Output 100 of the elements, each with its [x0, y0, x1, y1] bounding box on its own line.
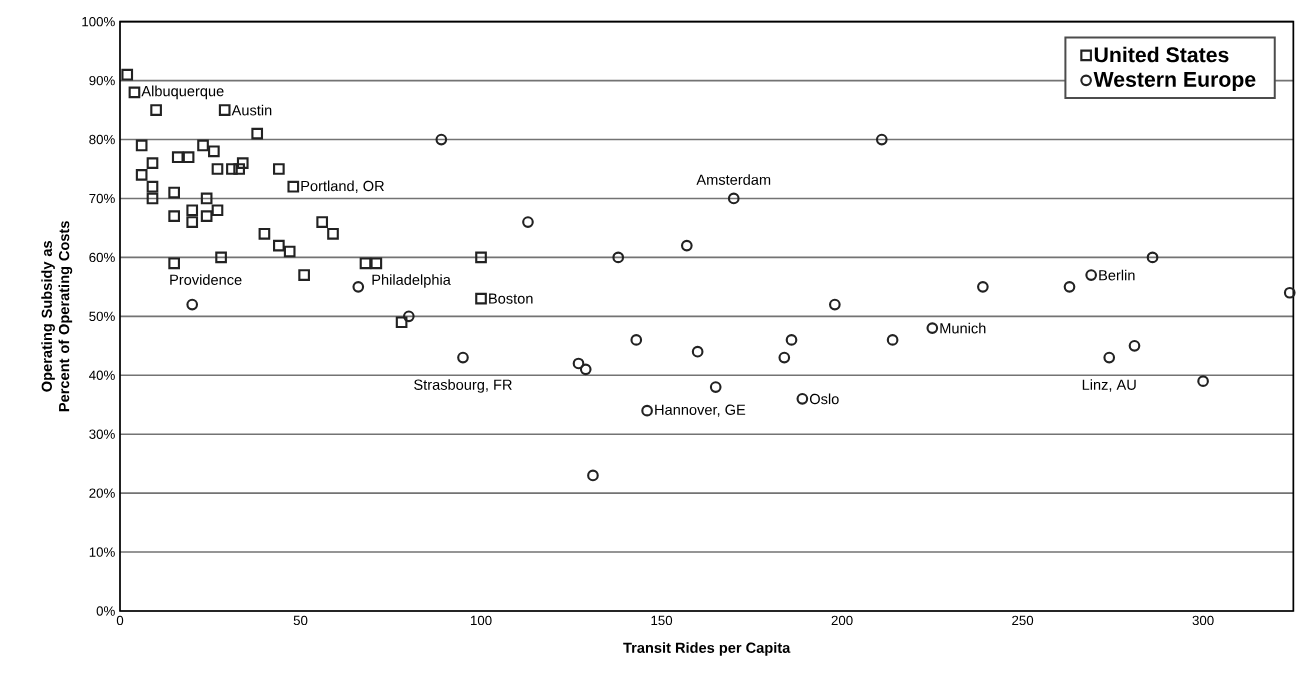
x-tick-label: 150	[651, 615, 673, 626]
x-tick-label: 250	[1012, 615, 1034, 626]
point	[875, 133, 888, 146]
point	[612, 251, 625, 264]
point	[796, 392, 809, 405]
point	[1103, 351, 1116, 364]
annotation: Strasbourg, FR	[414, 379, 512, 393]
y-tick-label: 50%	[89, 311, 115, 322]
annotation: Boston	[489, 293, 533, 304]
y-axis-title: Operating Subsidy as Percent of Operating Costs	[41, 221, 73, 412]
point	[641, 404, 653, 417]
point	[236, 157, 249, 169]
point	[370, 257, 383, 270]
point	[121, 68, 134, 81]
x-tick-label: 200	[831, 615, 853, 626]
y-tick-label: 100%	[82, 16, 115, 27]
y-tick-label: 80%	[89, 134, 115, 145]
point	[146, 180, 159, 193]
point	[352, 281, 365, 293]
point	[1128, 339, 1141, 352]
point	[226, 163, 238, 175]
point	[258, 227, 271, 240]
y-tick-label: 0%	[96, 606, 115, 616]
point	[886, 334, 899, 346]
y-tick-label: 30%	[89, 429, 115, 439]
point	[630, 334, 643, 346]
point	[298, 269, 310, 281]
x-tick-label: 100	[470, 615, 492, 626]
point	[168, 257, 181, 270]
point	[171, 151, 184, 164]
point	[778, 351, 791, 364]
y-tick-label: 60%	[89, 252, 115, 263]
point	[395, 316, 408, 329]
x-tick-label: 300	[1192, 615, 1214, 626]
annotation: Amsterdam	[696, 174, 771, 185]
point	[475, 251, 487, 264]
point	[186, 298, 199, 311]
point	[150, 104, 162, 116]
point	[977, 281, 989, 293]
point	[926, 322, 939, 334]
point	[1146, 251, 1159, 264]
point	[828, 298, 841, 311]
annotation: Providence	[170, 274, 242, 285]
point	[186, 204, 199, 217]
point	[146, 192, 159, 205]
point	[251, 127, 264, 140]
annotation: Linz, AU	[1082, 379, 1136, 392]
point	[680, 239, 693, 252]
y-tick-label: 90%	[89, 75, 115, 86]
point	[208, 145, 220, 158]
point	[727, 192, 740, 205]
x-axis-title: Transit Rides per Capita	[623, 642, 791, 656]
y-tick-label: 40%	[89, 370, 115, 380]
point	[435, 133, 448, 146]
point	[273, 239, 285, 252]
point	[579, 363, 592, 376]
point	[135, 169, 148, 181]
annotation: Austin	[231, 104, 272, 116]
annotation: Portland, OR	[301, 180, 384, 193]
legend-label: Western Europe	[1093, 72, 1256, 92]
point	[327, 227, 339, 240]
point	[168, 186, 181, 199]
point	[475, 292, 487, 305]
point	[1085, 269, 1098, 281]
point	[186, 216, 199, 228]
x-tick-label: 50	[293, 615, 308, 626]
legend-label: United States	[1094, 46, 1229, 63]
point	[283, 245, 296, 258]
point	[709, 381, 722, 393]
point	[359, 257, 372, 270]
annotation: Oslo	[809, 393, 839, 405]
point	[1063, 281, 1076, 293]
point	[215, 251, 227, 264]
x-tick-label: 0	[116, 615, 124, 626]
y-tick-label: 20%	[89, 488, 115, 498]
point	[168, 210, 181, 222]
annotation: Philadelphia	[372, 274, 451, 288]
point	[1283, 286, 1296, 299]
point	[211, 163, 224, 175]
y-tick-label: 70%	[89, 193, 115, 204]
point	[691, 345, 704, 358]
point	[200, 192, 213, 205]
point	[200, 210, 213, 222]
annotation: Munich	[940, 322, 986, 334]
point	[1197, 375, 1209, 388]
point	[785, 334, 798, 346]
point	[218, 104, 231, 116]
point	[587, 469, 599, 482]
point	[146, 157, 159, 169]
point	[402, 310, 415, 323]
point	[211, 204, 224, 217]
point	[522, 216, 534, 228]
point	[457, 351, 469, 364]
y-tick-label: 10%	[89, 547, 115, 557]
point	[197, 139, 209, 152]
annotation: Berlin	[1099, 269, 1135, 281]
point	[287, 180, 300, 193]
point	[182, 151, 195, 164]
point	[233, 163, 245, 175]
annotation: Albuquerque	[141, 85, 224, 100]
